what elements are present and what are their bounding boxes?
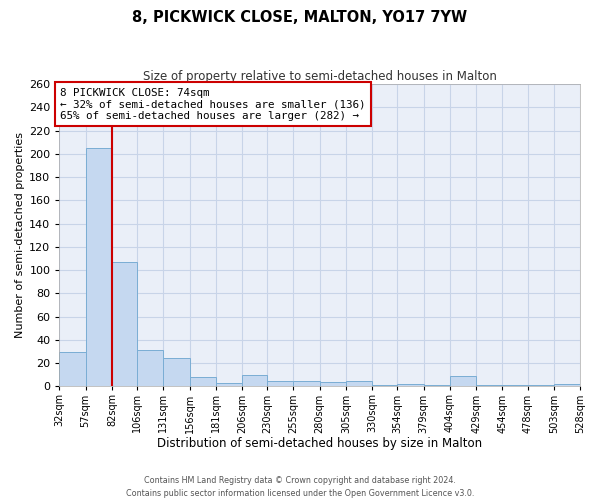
- Bar: [216, 383, 242, 386]
- Bar: [346, 380, 372, 386]
- Bar: [137, 350, 163, 386]
- Bar: [242, 375, 267, 386]
- X-axis label: Distribution of semi-detached houses by size in Malton: Distribution of semi-detached houses by …: [157, 437, 482, 450]
- Bar: [112, 262, 137, 386]
- Title: Size of property relative to semi-detached houses in Malton: Size of property relative to semi-detach…: [143, 70, 497, 83]
- Y-axis label: Number of semi-detached properties: Number of semi-detached properties: [15, 132, 25, 338]
- Bar: [554, 384, 580, 386]
- Bar: [397, 384, 424, 386]
- Bar: [190, 377, 216, 386]
- Bar: [86, 148, 112, 386]
- Bar: [267, 380, 293, 386]
- Text: 8, PICKWICK CLOSE, MALTON, YO17 7YW: 8, PICKWICK CLOSE, MALTON, YO17 7YW: [133, 10, 467, 25]
- Bar: [450, 376, 476, 386]
- Text: 8 PICKWICK CLOSE: 74sqm
← 32% of semi-detached houses are smaller (136)
65% of s: 8 PICKWICK CLOSE: 74sqm ← 32% of semi-de…: [61, 88, 366, 121]
- Bar: [320, 382, 346, 386]
- Text: Contains HM Land Registry data © Crown copyright and database right 2024.
Contai: Contains HM Land Registry data © Crown c…: [126, 476, 474, 498]
- Bar: [502, 385, 527, 386]
- Bar: [476, 385, 502, 386]
- Bar: [424, 385, 450, 386]
- Bar: [527, 385, 554, 386]
- Bar: [59, 352, 86, 386]
- Bar: [163, 358, 190, 386]
- Bar: [372, 385, 397, 386]
- Bar: [293, 380, 320, 386]
